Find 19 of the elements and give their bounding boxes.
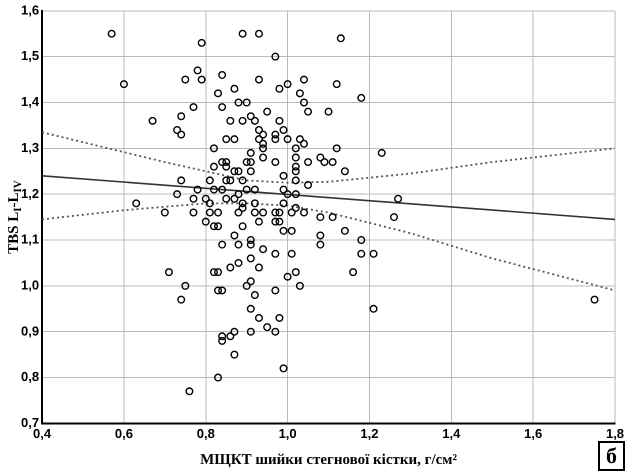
y-tick-label: 1,3 [20, 140, 40, 155]
y-tick-label: 1,1 [20, 232, 40, 247]
x-tick-label: 1,4 [442, 426, 462, 441]
text: б [598, 441, 625, 471]
x-axis-title: МЩКТ шийки стегнової кістки, г/см² [200, 452, 458, 468]
y-tick-label: 0,8 [20, 369, 40, 384]
x-tick-label: 1,8 [606, 426, 624, 441]
y-tick-label: 0,9 [20, 323, 40, 338]
x-tick-label: 0,8 [196, 426, 215, 441]
y-tick-label: 1,0 [20, 277, 40, 292]
x-tick-label: 1,2 [360, 426, 378, 441]
line-series [42, 131, 615, 184]
y-tick-label: 1,4 [20, 94, 40, 110]
y-tick-label: 1,5 [20, 48, 40, 64]
x-tick-label: 1,0 [278, 426, 297, 441]
x-tick-label: 0,6 [114, 426, 133, 441]
x-tick-label: 1,6 [524, 426, 542, 441]
y-tick-label: 1,6 [20, 2, 40, 18]
y-tick-label: 1,2 [20, 186, 40, 201]
